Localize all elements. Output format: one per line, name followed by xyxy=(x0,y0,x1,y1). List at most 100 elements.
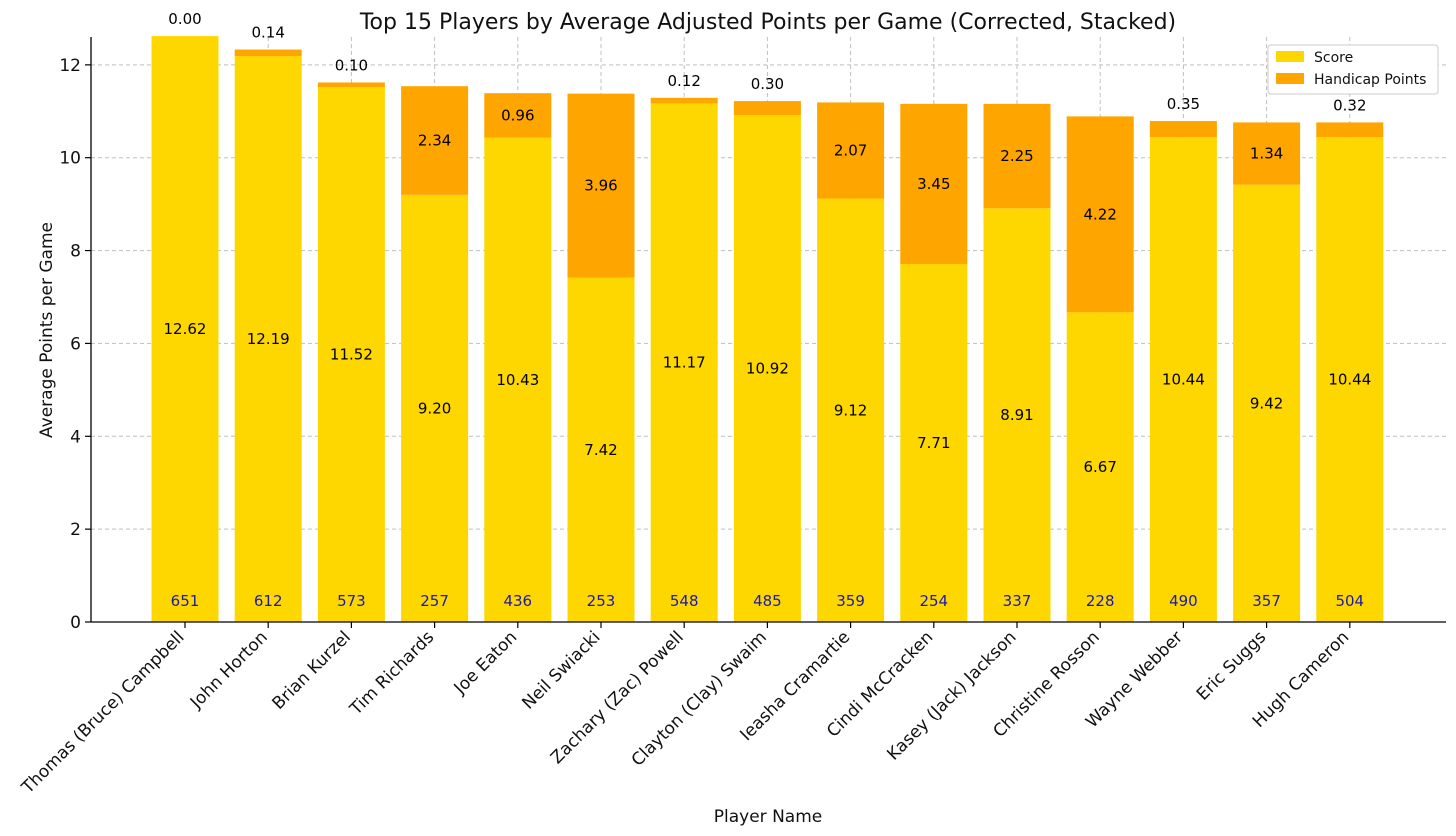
x-tick-label: Tim Richards xyxy=(346,627,439,720)
score-value-label: 7.71 xyxy=(917,434,950,452)
games-count-label: 359 xyxy=(836,592,865,610)
handicap-value-label: 0.35 xyxy=(1167,95,1200,113)
score-bar xyxy=(484,137,552,622)
score-bar xyxy=(1149,137,1217,623)
games-count-label: 490 xyxy=(1169,592,1198,610)
y-tick-label: 2 xyxy=(70,520,81,540)
handicap-bar xyxy=(1233,122,1301,185)
games-count-label: 485 xyxy=(753,592,782,610)
score-value-label: 7.42 xyxy=(584,441,617,459)
legend-box xyxy=(1267,44,1439,95)
score-value-label: 12.62 xyxy=(164,320,207,338)
handicap-value-label: 4.22 xyxy=(1083,205,1116,223)
score-bar xyxy=(733,115,801,622)
games-count-label: 254 xyxy=(919,592,948,610)
x-tick-label: Clayton (Clay) Swaim xyxy=(628,627,771,770)
score-value-label: 10.44 xyxy=(1328,371,1371,389)
bar-labels: 12.62 0.00 651 12.19 0.14 612 11.52 0.10 573 9.20… xyxy=(164,10,1372,610)
axes xyxy=(90,37,1446,623)
y-ticks: 0 2 4 6 8 10 12 xyxy=(59,56,91,633)
handicap-bar xyxy=(733,101,801,115)
handicap-value-label: 0.10 xyxy=(335,57,368,75)
score-value-label: 8.91 xyxy=(1000,406,1033,424)
games-count-label: 357 xyxy=(1252,592,1281,610)
legend-label-score: Score xyxy=(1314,50,1353,66)
x-tick-label: Joe Eaton xyxy=(450,627,522,699)
score-value-label: 11.52 xyxy=(330,346,373,364)
score-value-label: 10.92 xyxy=(746,360,789,378)
games-count-label: 651 xyxy=(171,592,200,610)
handicap-value-label: 0.00 xyxy=(168,10,201,28)
x-tick-label: John Horton xyxy=(186,627,272,713)
handicap-value-label: 2.07 xyxy=(834,142,867,160)
games-count-label: 228 xyxy=(1086,592,1115,610)
games-count-label: 573 xyxy=(337,592,366,610)
chart-title: Top 15 Players by Average Adjusted Point… xyxy=(359,10,1176,35)
legend-swatch-handicap xyxy=(1276,73,1304,84)
handicap-bar xyxy=(817,102,885,199)
score-value-label: 9.20 xyxy=(418,399,451,417)
handicap-value-label: 0.12 xyxy=(667,72,700,90)
legend-label-handicap: Handicap Points xyxy=(1314,72,1426,88)
score-value-label: 11.17 xyxy=(663,354,706,372)
handicap-value-label: 3.45 xyxy=(917,175,950,193)
y-tick-label: 0 xyxy=(70,613,81,633)
handicap-bar xyxy=(650,97,718,104)
score-bar xyxy=(1316,137,1384,623)
legend-swatch-score xyxy=(1276,51,1304,62)
handicap-bar xyxy=(401,86,469,195)
handicap-bar xyxy=(983,103,1051,209)
bars xyxy=(151,36,1384,623)
handicap-value-label: 2.25 xyxy=(1000,147,1033,165)
y-tick-label: 10 xyxy=(59,149,81,169)
games-count-label: 257 xyxy=(420,592,449,610)
handicap-value-label: 0.30 xyxy=(751,75,784,93)
handicap-value-label: 0.14 xyxy=(251,24,284,42)
score-bar xyxy=(817,198,885,623)
y-tick-label: 6 xyxy=(70,334,81,354)
handicap-value-label: 2.34 xyxy=(418,132,451,150)
handicap-bar xyxy=(900,103,968,265)
y-tick-label: 4 xyxy=(70,427,81,447)
y-axis-label: Average Points per Game xyxy=(37,222,57,438)
score-value-label: 9.12 xyxy=(834,401,867,419)
score-bar xyxy=(234,56,302,623)
handicap-bar xyxy=(317,82,385,88)
games-count-label: 612 xyxy=(254,592,283,610)
games-count-label: 504 xyxy=(1335,592,1364,610)
score-bar xyxy=(650,103,718,622)
x-axis-label: Player Name xyxy=(714,807,822,827)
handicap-value-label: 0.96 xyxy=(501,106,534,124)
score-bar xyxy=(900,264,968,622)
score-value-label: 9.42 xyxy=(1250,394,1283,412)
y-tick-label: 12 xyxy=(59,56,81,76)
x-tick-label: Thomas (Bruce) Campbell xyxy=(17,627,188,798)
handicap-value-label: 1.34 xyxy=(1250,145,1283,163)
games-count-label: 436 xyxy=(503,592,532,610)
handicap-bar xyxy=(1316,122,1384,138)
handicap-bar xyxy=(234,49,302,57)
games-count-label: 548 xyxy=(670,592,699,610)
score-bar xyxy=(983,208,1051,623)
handicap-bar xyxy=(1149,121,1217,138)
score-value-label: 6.67 xyxy=(1083,458,1116,476)
handicap-value-label: 3.96 xyxy=(584,177,617,195)
games-count-label: 337 xyxy=(1003,592,1032,610)
score-bar xyxy=(1233,184,1301,622)
score-bar xyxy=(151,36,219,623)
score-bar xyxy=(317,87,385,622)
y-tick-label: 8 xyxy=(70,242,81,262)
x-tick-label: Eric Suggs xyxy=(1193,627,1270,704)
handicap-bar xyxy=(484,93,552,138)
x-tick-label: Neil Swiacki xyxy=(518,627,604,713)
handicap-value-label: 0.32 xyxy=(1333,96,1366,114)
score-bar xyxy=(1066,312,1134,622)
games-count-label: 253 xyxy=(587,592,616,610)
handicap-bar xyxy=(1066,116,1134,313)
score-value-label: 12.19 xyxy=(247,330,290,348)
x-tick-label: Brian Kurzel xyxy=(269,627,355,713)
score-value-label: 10.44 xyxy=(1162,371,1205,389)
handicap-bar xyxy=(567,93,635,278)
score-value-label: 10.43 xyxy=(496,371,539,389)
